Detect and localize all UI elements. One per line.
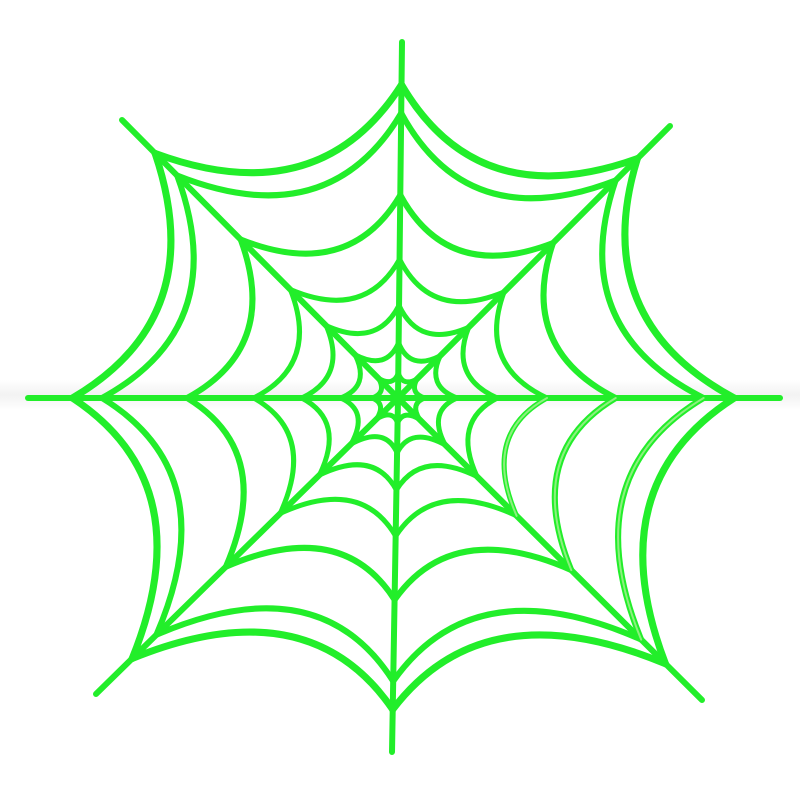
web-ring-strand: [287, 256, 403, 303]
web-frame-strand: [621, 155, 738, 402]
web-ring-strand: [317, 462, 399, 493]
web-frame-strand: [389, 631, 669, 713]
web-ring-strand: [369, 395, 384, 422]
web-ring-strand: [153, 605, 397, 685]
web-highlight: [617, 397, 705, 641]
web-ring-strand: [174, 110, 405, 199]
web-ring-strand: [99, 395, 185, 638]
web-spoke: [395, 39, 405, 401]
web-frame-strand: [68, 394, 161, 662]
web-frame-strand: [128, 628, 397, 713]
web-ring-strand: [397, 256, 507, 305]
web-ring-strand: [184, 236, 256, 401]
web-ring-strand: [394, 434, 448, 456]
web-highlight: [553, 397, 617, 572]
web-ring-strand: [540, 240, 619, 401]
web-ring-strand: [323, 302, 402, 336]
web-ring-strand: [348, 434, 400, 456]
web-highlight: [503, 397, 548, 517]
web-ring-strand: [551, 395, 619, 574]
web-strands: [25, 39, 783, 755]
web-ring-strand: [465, 395, 500, 479]
web-ring-strand: [395, 412, 422, 426]
web-ring-strand: [390, 607, 645, 685]
web-ring-strand: [222, 544, 398, 603]
web-frame-strand: [639, 394, 738, 668]
web-ring-strand: [435, 395, 460, 448]
web-ring-strand: [398, 110, 619, 202]
web-ring-strand: [433, 353, 460, 401]
web-frame-strand: [398, 81, 641, 180]
web-ring-strand: [412, 376, 428, 401]
web-ring-strand: [184, 395, 247, 570]
web-spoke: [119, 117, 401, 401]
web-ring-strand: [376, 370, 401, 385]
web-ring-strand: [460, 324, 500, 401]
web-frame-strand: [68, 149, 175, 402]
web-ring-strand: [338, 395, 361, 447]
web-ring-strand: [352, 340, 402, 364]
web-ring-strand: [393, 498, 520, 539]
web-frame-strand: [151, 81, 405, 177]
web-ring-strand: [277, 496, 399, 539]
web-ring-strand: [599, 177, 707, 401]
web-ring-strand: [299, 395, 332, 478]
web-ring-strand: [391, 546, 575, 603]
web-ring-strand: [299, 323, 336, 401]
web-ring-strand: [397, 192, 556, 259]
web-ring-strand: [237, 192, 404, 257]
web-ring-strand: [99, 172, 197, 401]
web-ring-strand: [338, 352, 363, 401]
web-hub: [392, 392, 404, 404]
web-ring-strand: [251, 395, 297, 516]
web-spoke: [395, 395, 705, 703]
web-ring-strand: [393, 463, 480, 493]
web-ring-strand: [494, 289, 550, 401]
web-spoke: [395, 123, 673, 401]
web-spoke: [389, 395, 401, 755]
web-ring-strand: [396, 340, 443, 364]
web-ring-strand: [396, 302, 472, 337]
web-spoke: [93, 395, 401, 697]
web-ring-strand: [251, 287, 302, 401]
